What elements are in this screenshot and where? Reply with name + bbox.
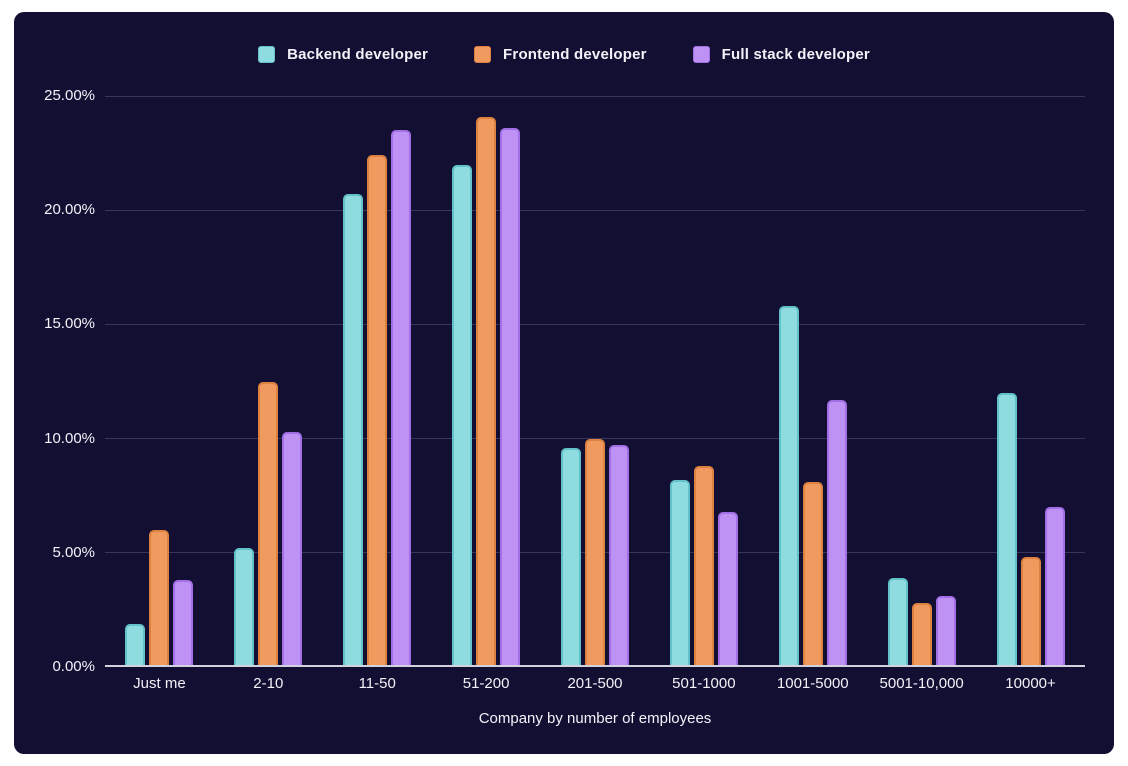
bar-chart: 0.00% 5.00% 10.00% 15.00% 20.00% 25.00% Just …	[14, 87, 1114, 746]
bar-backend-developer	[343, 194, 364, 667]
legend-swatch-icon	[258, 45, 276, 63]
y-tick-label: 10.00%	[44, 429, 95, 447]
x-tick-label: 10000+	[1005, 675, 1056, 692]
bar-frontend-developer	[476, 116, 497, 667]
bar-frontend-developer	[149, 529, 170, 667]
bar-full-stack-developer	[608, 445, 629, 667]
chart-legend: Backend developer Frontend developer Full …	[14, 42, 1114, 66]
bar-backend-developer	[996, 392, 1017, 667]
x-axis-line	[105, 665, 1085, 667]
bar-group-1	[214, 96, 323, 667]
bar-group-6	[758, 96, 867, 667]
bar-group-7	[867, 96, 976, 667]
bar-group-2	[323, 96, 432, 667]
y-axis: 0.00% 5.00% 10.00% 15.00% 20.00% 25.00%	[14, 87, 105, 675]
bar-group-3	[432, 96, 541, 667]
x-tick-label: 501-1000	[672, 675, 736, 692]
legend-swatch-icon	[474, 45, 492, 63]
bar-full-stack-developer	[391, 130, 412, 667]
bar-frontend-developer	[584, 438, 605, 667]
x-tick-label: 1001-5000	[776, 675, 849, 692]
x-axis-title: Company by number of employees	[478, 710, 712, 727]
x-tick-label: Just me	[133, 675, 186, 692]
chart-card: Backend developer Frontend developer Full …	[14, 12, 1114, 754]
x-tick-label: 51-200	[462, 675, 510, 692]
y-tick-label: 20.00%	[44, 201, 95, 219]
legend-item-2[interactable]: Full stack developer	[692, 45, 870, 63]
bar-frontend-developer	[693, 466, 714, 667]
gridline	[105, 323, 1085, 325]
x-axis: Just me 2-10 11-50 51-200 201-500 501-1000 100…	[105, 675, 1085, 695]
plot-area	[105, 95, 1085, 667]
bar-backend-developer	[560, 447, 581, 667]
bar-backend-developer	[234, 548, 255, 667]
legend-item-1[interactable]: Frontend developer	[474, 45, 647, 63]
bar-backend-developer	[778, 306, 799, 667]
bar-group-8	[976, 96, 1085, 667]
y-tick-label: 0.00%	[52, 658, 95, 675]
bar-full-stack-developer	[717, 511, 738, 667]
bar-backend-developer	[669, 479, 690, 667]
legend-item-0[interactable]: Backend developer	[258, 45, 429, 63]
x-tick-label: 11-50	[358, 675, 396, 692]
bar-frontend-developer	[258, 381, 279, 667]
x-tick-label: 201-500	[567, 675, 623, 692]
gridline	[105, 209, 1085, 211]
legend-label: Full stack developer	[721, 45, 870, 63]
legend-swatch-icon	[692, 45, 710, 63]
legend-label: Backend developer	[287, 45, 429, 63]
y-tick-label: 15.00%	[44, 315, 95, 333]
bar-full-stack-developer	[282, 431, 303, 667]
y-tick-label: 5.00%	[52, 543, 95, 561]
bar-frontend-developer	[367, 155, 388, 667]
bar-frontend-developer	[1020, 557, 1041, 667]
gridline	[105, 95, 1085, 97]
bar-group-0	[105, 96, 214, 667]
bar-backend-developer	[452, 164, 473, 667]
x-tick-label: 2-10	[253, 675, 284, 692]
y-tick-label: 25.00%	[44, 87, 95, 104]
bar-frontend-developer	[802, 482, 823, 667]
bar-group-4	[541, 96, 650, 667]
x-tick-label: 5001-10,000	[879, 675, 964, 692]
bar-backend-developer	[887, 577, 908, 667]
bar-frontend-developer	[911, 603, 932, 667]
bar-full-stack-developer	[500, 127, 521, 667]
bar-full-stack-developer	[826, 399, 847, 667]
bar-full-stack-developer	[1044, 507, 1065, 667]
bar-full-stack-developer	[173, 580, 194, 667]
bar-group-5	[649, 96, 758, 667]
bar-backend-developer	[125, 623, 146, 667]
bar-full-stack-developer	[935, 596, 956, 667]
legend-label: Frontend developer	[503, 45, 647, 63]
